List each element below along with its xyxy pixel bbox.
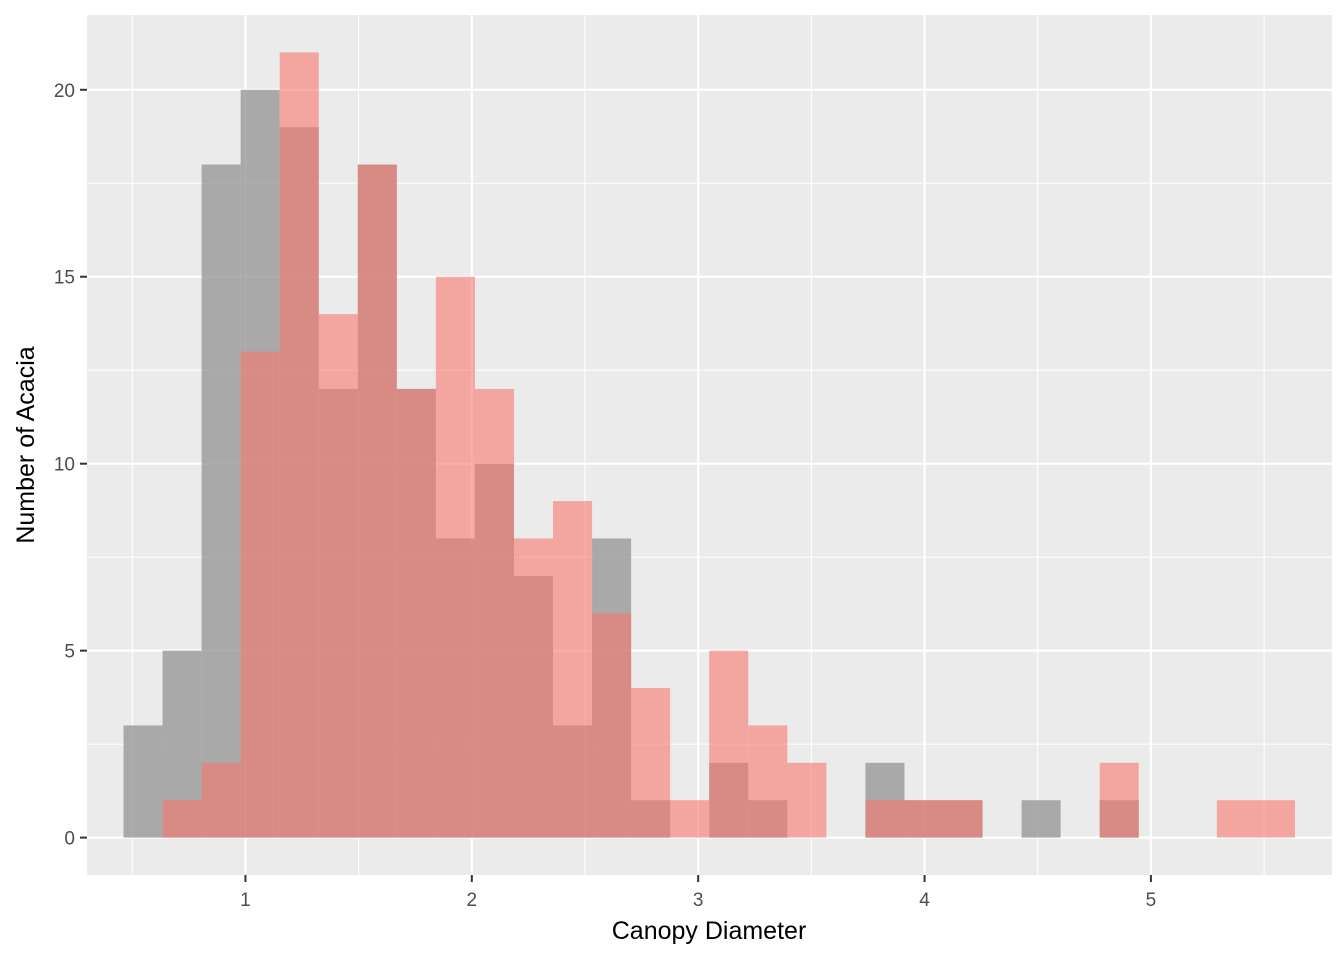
histogram-bar <box>1216 800 1256 838</box>
x-tick-label: 5 <box>1146 890 1157 911</box>
histogram-bar <box>240 351 280 838</box>
series-1-bars <box>162 52 1295 838</box>
histogram-bar <box>435 276 475 838</box>
histogram-bar <box>474 388 514 838</box>
histogram-bar <box>943 800 983 838</box>
y-tick-label: 10 <box>54 455 75 476</box>
histogram-bar <box>670 800 710 838</box>
histogram-bar <box>748 725 788 838</box>
histogram-bar <box>318 314 358 838</box>
histogram-bars <box>123 52 1295 838</box>
histogram-bar <box>279 52 319 838</box>
y-axis-title: Number of Acacia <box>12 346 40 543</box>
histogram-bar <box>162 800 202 838</box>
x-tick-label: 2 <box>467 890 478 911</box>
histogram-bar <box>1255 800 1295 838</box>
histogram-bar <box>1099 762 1139 838</box>
histogram-bar <box>123 725 163 838</box>
y-tick-label: 20 <box>54 81 75 102</box>
histogram-bar <box>787 762 827 838</box>
histogram-bar <box>709 650 749 838</box>
histogram-bar <box>553 501 593 838</box>
y-tick-label: 15 <box>54 268 75 289</box>
y-axis: 0 5 10 15 20 <box>54 81 87 850</box>
histogram-bar <box>396 388 436 838</box>
histogram-bar <box>357 164 397 838</box>
x-tick-label: 3 <box>693 890 704 911</box>
histogram-bar <box>631 688 671 838</box>
x-axis: 1 2 3 4 5 <box>240 875 1156 911</box>
y-tick-label: 5 <box>64 642 75 663</box>
histogram-bar <box>904 800 944 838</box>
x-tick-label: 4 <box>919 890 930 911</box>
x-axis-title: Canopy Diameter <box>612 917 807 945</box>
histogram-bar <box>1021 800 1061 838</box>
histogram-bar <box>201 164 241 838</box>
histogram-bar <box>513 538 554 838</box>
histogram-bar <box>201 762 241 838</box>
x-tick-label: 1 <box>240 890 251 911</box>
y-tick-label: 0 <box>64 829 75 850</box>
histogram-bar <box>592 613 632 838</box>
histogram-bar <box>865 800 905 838</box>
